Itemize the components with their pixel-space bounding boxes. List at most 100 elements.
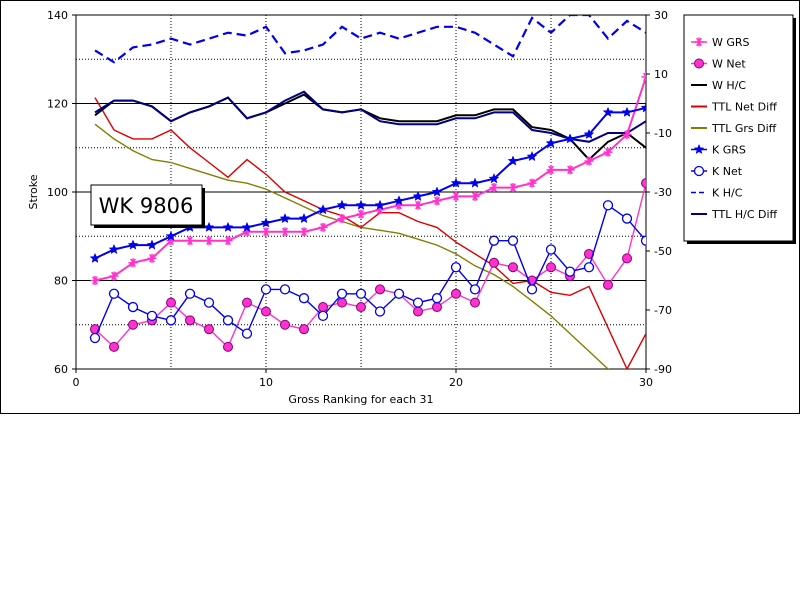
point-marker	[222, 315, 234, 326]
point-marker	[603, 279, 613, 290]
point-marker	[280, 319, 290, 330]
series-ttl-net-diff	[94, 97, 646, 369]
point-marker	[470, 191, 480, 201]
point-marker	[299, 324, 309, 335]
legend-item: K Net	[691, 165, 743, 178]
point-marker	[602, 200, 614, 211]
point-marker	[451, 191, 461, 201]
point-marker	[546, 165, 556, 175]
point-marker	[640, 235, 646, 246]
point-marker	[640, 102, 646, 113]
y2-tick-label: -90	[654, 363, 672, 376]
point-marker	[431, 293, 443, 304]
point-marker	[337, 297, 347, 308]
series-line	[94, 90, 646, 143]
point-marker	[621, 213, 633, 224]
series-line	[94, 97, 646, 369]
point-marker	[89, 252, 101, 263]
point-marker	[693, 143, 705, 155]
point-marker	[241, 328, 253, 339]
y2-tick-label: -70	[654, 304, 672, 317]
point-marker	[203, 297, 215, 308]
point-marker	[318, 302, 328, 313]
point-marker	[280, 227, 290, 237]
point-marker	[374, 199, 386, 210]
title-box: WK 9806	[90, 184, 205, 228]
series-line	[94, 123, 610, 369]
point-marker	[355, 288, 367, 299]
point-marker	[412, 190, 424, 202]
legend-label: W Net	[712, 58, 746, 71]
legend-label: W GRS	[712, 36, 750, 49]
point-marker	[317, 310, 329, 322]
y-tick-label: 80	[54, 275, 68, 288]
point-marker	[432, 196, 442, 206]
point-marker	[508, 262, 518, 273]
point-marker	[393, 195, 405, 206]
point-marker	[260, 284, 272, 295]
y2-tick-label: -10	[654, 127, 672, 140]
legend-item: TTL Grs Diff	[691, 122, 777, 135]
point-marker	[413, 200, 423, 210]
point-marker	[488, 173, 500, 184]
series-ttl-grs-diff	[94, 123, 610, 369]
point-marker	[222, 221, 234, 232]
point-marker	[489, 183, 499, 193]
point-marker	[356, 302, 366, 313]
y-tick-label: 100	[47, 186, 68, 199]
point-marker	[108, 288, 120, 299]
legend-item: W GRS	[691, 36, 750, 49]
legend-item: K H/C	[691, 187, 743, 200]
point-marker	[89, 332, 101, 344]
point-marker	[298, 293, 310, 304]
point-marker	[432, 302, 442, 313]
y-tick-label: 140	[47, 9, 68, 22]
point-marker	[299, 227, 309, 237]
point-marker	[412, 297, 424, 308]
point-marker	[165, 315, 177, 326]
legend-items: W GRS W Net W H/C TTL Net Diff TTL Grs Diff K…	[691, 36, 778, 221]
series-w-grs	[90, 72, 646, 285]
point-marker	[527, 178, 537, 188]
point-marker	[526, 150, 538, 162]
point-marker	[545, 244, 557, 255]
point-marker	[109, 271, 119, 281]
y2-tick-label: 30	[654, 9, 668, 22]
point-marker	[565, 165, 575, 175]
y2-tick-label: -50	[654, 245, 672, 258]
point-marker	[526, 284, 538, 295]
point-marker	[451, 288, 461, 299]
point-marker	[431, 186, 443, 197]
point-marker	[469, 177, 481, 188]
y-tick-label: 120	[47, 98, 68, 111]
point-marker	[146, 310, 158, 322]
axis-layer: 0 10 20 30 60 80 100 120 140 -90 -70 -50 -30 -10 10 30	[47, 9, 672, 389]
point-marker	[694, 58, 704, 69]
point-marker	[261, 227, 271, 237]
y2-tick-label: 10	[654, 68, 668, 81]
point-marker	[450, 177, 462, 188]
series-ttl-h-c-diff	[94, 90, 646, 143]
point-marker	[488, 235, 500, 246]
point-marker	[204, 324, 214, 335]
legend-label: TTL H/C Diff	[711, 208, 778, 221]
legend-item: W H/C	[691, 79, 746, 92]
point-marker	[147, 253, 157, 263]
point-marker	[622, 253, 632, 264]
point-marker	[279, 284, 291, 295]
series-layer	[89, 15, 646, 369]
point-marker	[184, 288, 196, 299]
point-marker	[337, 214, 347, 224]
point-marker	[469, 284, 481, 295]
x-tick-label: 10	[259, 376, 273, 389]
point-marker	[108, 243, 120, 255]
point-marker	[622, 129, 632, 139]
legend-label: TTL Net Diff	[711, 101, 777, 114]
point-marker	[583, 128, 595, 140]
point-marker	[204, 236, 214, 246]
point-marker	[603, 147, 613, 157]
point-marker	[90, 276, 100, 285]
chart-svg: 0 10 20 306080100120140-90-70-50-30-101030 …	[27, 9, 796, 406]
point-marker	[564, 266, 576, 277]
legend-label: TTL Grs Diff	[711, 122, 777, 135]
